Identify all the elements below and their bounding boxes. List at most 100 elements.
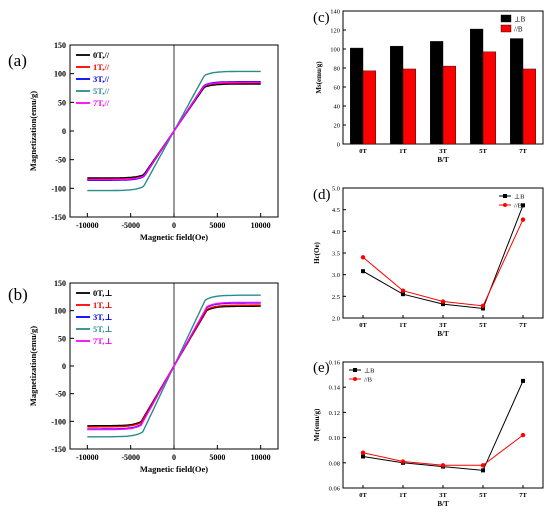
marker-dot	[480, 303, 486, 309]
panel-label-a: (a)	[8, 51, 27, 70]
legend-marker	[503, 194, 507, 198]
x-tick-label: 0T	[359, 322, 367, 329]
series-line-7T,⊥	[87, 301, 261, 431]
bar-7T-para	[522, 68, 537, 145]
x-tick-label: 1T	[399, 322, 407, 329]
legend-label: 3T,//	[93, 74, 110, 84]
bar-1T-perp	[390, 45, 404, 145]
x-axis-label: B/T	[437, 500, 449, 508]
x-tick-label: -5000	[121, 221, 140, 230]
marker-square	[361, 269, 365, 274]
marker-dot	[360, 450, 366, 455]
y-tick-label: -150	[51, 445, 66, 454]
x-tick-label: -10000	[76, 221, 99, 230]
y-tick-label: 0.12	[329, 410, 340, 417]
y-tick-label: 0.06	[329, 486, 341, 493]
legend-label: 7T,//	[93, 98, 110, 108]
y-tick-label: 140	[330, 9, 340, 16]
x-tick-label: 5000	[209, 453, 225, 462]
panel-label-b: (b)	[8, 285, 28, 304]
x-tick-label: -5000	[121, 453, 140, 462]
y-tick-label: 80	[334, 66, 341, 73]
marker-square	[481, 468, 485, 473]
series-line-para	[362, 219, 524, 307]
panel-label-c: (c)	[313, 10, 330, 26]
x-tick-label: 3T	[439, 492, 447, 499]
x-axis-label: B/T	[437, 330, 449, 338]
x-tick-label: 7T	[519, 492, 527, 499]
x-tick-label: 0	[172, 221, 176, 230]
legend-swatch	[500, 14, 512, 23]
marker-square	[361, 454, 365, 459]
y-tick-label: -100	[51, 417, 66, 426]
y-tick-label: 0.16	[329, 360, 341, 367]
bar-7T-perp	[510, 38, 524, 145]
x-tick-label: 5T	[479, 492, 487, 499]
y-tick-label: -150	[51, 213, 66, 222]
x-tick-label: 5000	[209, 221, 225, 230]
y-tick-label: 0.10	[329, 435, 340, 442]
bar-3T-para	[442, 65, 457, 145]
y-tick-label: 4.5	[332, 207, 340, 214]
x-tick-label: 0T	[359, 492, 367, 499]
y-tick-label: 100	[330, 47, 340, 54]
panel-label-layer: (a) (b) (c) (d) (e)	[8, 10, 331, 376]
line-chart-e: 0.06 0.08 0.10 0.12 0.14 0.16 0T 1T 3T 5T 7T B/T Mr(…	[313, 360, 544, 508]
x-tick-label: 3T	[439, 148, 447, 155]
y-axis-label: Mr(emu/g)	[313, 408, 321, 441]
plot-frame	[342, 187, 544, 319]
bar-5T-perp	[470, 28, 484, 145]
x-tick-label: 10000	[251, 221, 271, 230]
marker-square	[521, 203, 525, 208]
y-tick-label: -100	[51, 184, 66, 193]
y-tick-label: 150	[54, 279, 66, 288]
y-tick-label: 100	[54, 307, 66, 316]
y-tick-label: -50	[55, 156, 66, 165]
x-axis-label: B/T	[437, 156, 449, 164]
marker-dot	[480, 463, 486, 468]
y-tick-label: 5.0	[332, 186, 340, 193]
y-axis-label: Magnetization(emu/g)	[28, 326, 38, 406]
marker-dot	[400, 288, 406, 293]
marker-dot	[400, 459, 406, 464]
y-tick-label: 3.0	[332, 272, 340, 279]
x-tick-label: 3T	[439, 322, 447, 329]
x-tick-label: 0T	[359, 148, 367, 155]
y-tick-label: 2.5	[332, 294, 340, 301]
x-axis-label: Magnetic field(Oe)	[140, 232, 208, 242]
series-line-perp	[362, 380, 524, 471]
y-tick-label: 0	[62, 362, 66, 371]
panel-label-e: (e)	[313, 360, 330, 376]
marker-dot	[440, 299, 446, 304]
y-tick-label: 4.0	[332, 229, 340, 236]
hysteresis-chart-b: -150 -100 -50 0 50 100 150 -10000 -5000 0 5000 1000…	[28, 279, 279, 474]
legend-label: ⊥B	[364, 368, 375, 375]
line-chart-d: 2.0 2.5 3.0 3.5 4.0 4.5 5.0 0T 1T 3T 5T 7T B/T Hc(Oe)…	[313, 186, 544, 338]
legend-label: 7T,⊥	[93, 336, 113, 346]
marker-dot	[520, 217, 526, 222]
marker-square	[521, 378, 525, 383]
legend-label: //B	[514, 203, 523, 210]
legend-marker	[353, 377, 357, 381]
y-tick-label: 120	[330, 28, 340, 35]
bar-chart-c: 0 20 40 60 80 100 120 140 0T 1T 3T 5T 7T B/T Ms(emu/g)…	[315, 9, 544, 164]
y-tick-label: -50	[55, 390, 66, 399]
marker-square	[441, 302, 445, 307]
legend-label: 5T,//	[93, 86, 110, 96]
legend-swatch	[500, 24, 512, 33]
legend-label: ⊥B	[514, 194, 525, 201]
hysteresis-chart-a: -150 -100 -50 0 50 100 150 -10000 -5000 0 5000 1000…	[28, 41, 279, 242]
bar-1T-para	[402, 68, 417, 145]
x-tick-label: 5T	[479, 148, 487, 155]
marker-dot	[360, 255, 366, 260]
marker-square	[481, 306, 485, 311]
y-axis-label: Magnetization(emu/g)	[28, 91, 38, 171]
y-tick-label: 20	[334, 123, 341, 130]
legend-marker	[503, 203, 507, 207]
y-tick-label: 0	[62, 127, 66, 136]
legend-label: 0T,//	[93, 50, 110, 60]
y-tick-label: 100	[54, 70, 66, 79]
y-tick-label: 150	[54, 41, 66, 50]
legend-label: 1T,⊥	[93, 300, 113, 310]
